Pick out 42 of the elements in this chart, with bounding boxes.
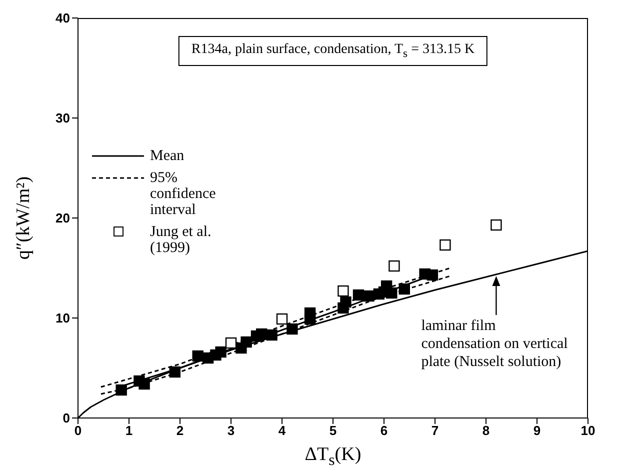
point [225, 337, 237, 349]
x-tick-label: 9 [533, 423, 541, 438]
point [266, 329, 278, 341]
x-tick-label: 1 [125, 423, 133, 438]
point [490, 219, 502, 231]
y-tick-label: 20 [56, 210, 70, 226]
y-tick-label: 10 [56, 310, 70, 326]
legend-label: Mean [150, 148, 186, 164]
point [276, 313, 288, 325]
point [240, 336, 252, 348]
x-tick-label: 5 [329, 423, 337, 438]
x-tick-label: 3 [227, 423, 235, 438]
point [388, 260, 400, 272]
x-axis-title: ΔT$_{s}$(K) [304, 444, 362, 469]
y-tick-label: 30 [56, 110, 70, 126]
legend-label: 95% confidence interval [150, 170, 217, 218]
point [338, 285, 349, 297]
point [398, 283, 410, 295]
legend-label: Jung et al. (1999) [150, 224, 212, 256]
y-axis-title: q″(kW/m²) [13, 176, 35, 260]
x-tick-label: 2 [176, 423, 184, 438]
point [138, 378, 150, 390]
point [116, 384, 127, 396]
point [340, 296, 352, 308]
x-tick-label: 0 [74, 423, 82, 438]
x-tick-label: 4 [278, 423, 286, 438]
x-tick-label: 7 [431, 423, 439, 438]
x-tick-label: 6 [380, 423, 388, 438]
x-tick-label: 8 [482, 423, 490, 438]
annotation: laminar film condensation on vertical plate (Nusselt solution) [421, 317, 569, 371]
x-tick-label: 10 [580, 423, 596, 438]
point [215, 346, 226, 358]
point [426, 269, 438, 281]
point [352, 289, 364, 301]
text: R134a, plain surface, condensation, T$_{s}$ = 313.15 K [191, 42, 475, 60]
point [304, 307, 316, 319]
y-tick-label: 40 [56, 10, 70, 26]
point [440, 239, 451, 251]
point [169, 366, 180, 378]
point [192, 350, 204, 362]
point [286, 323, 298, 335]
y-tick-label: 0 [62, 410, 70, 426]
